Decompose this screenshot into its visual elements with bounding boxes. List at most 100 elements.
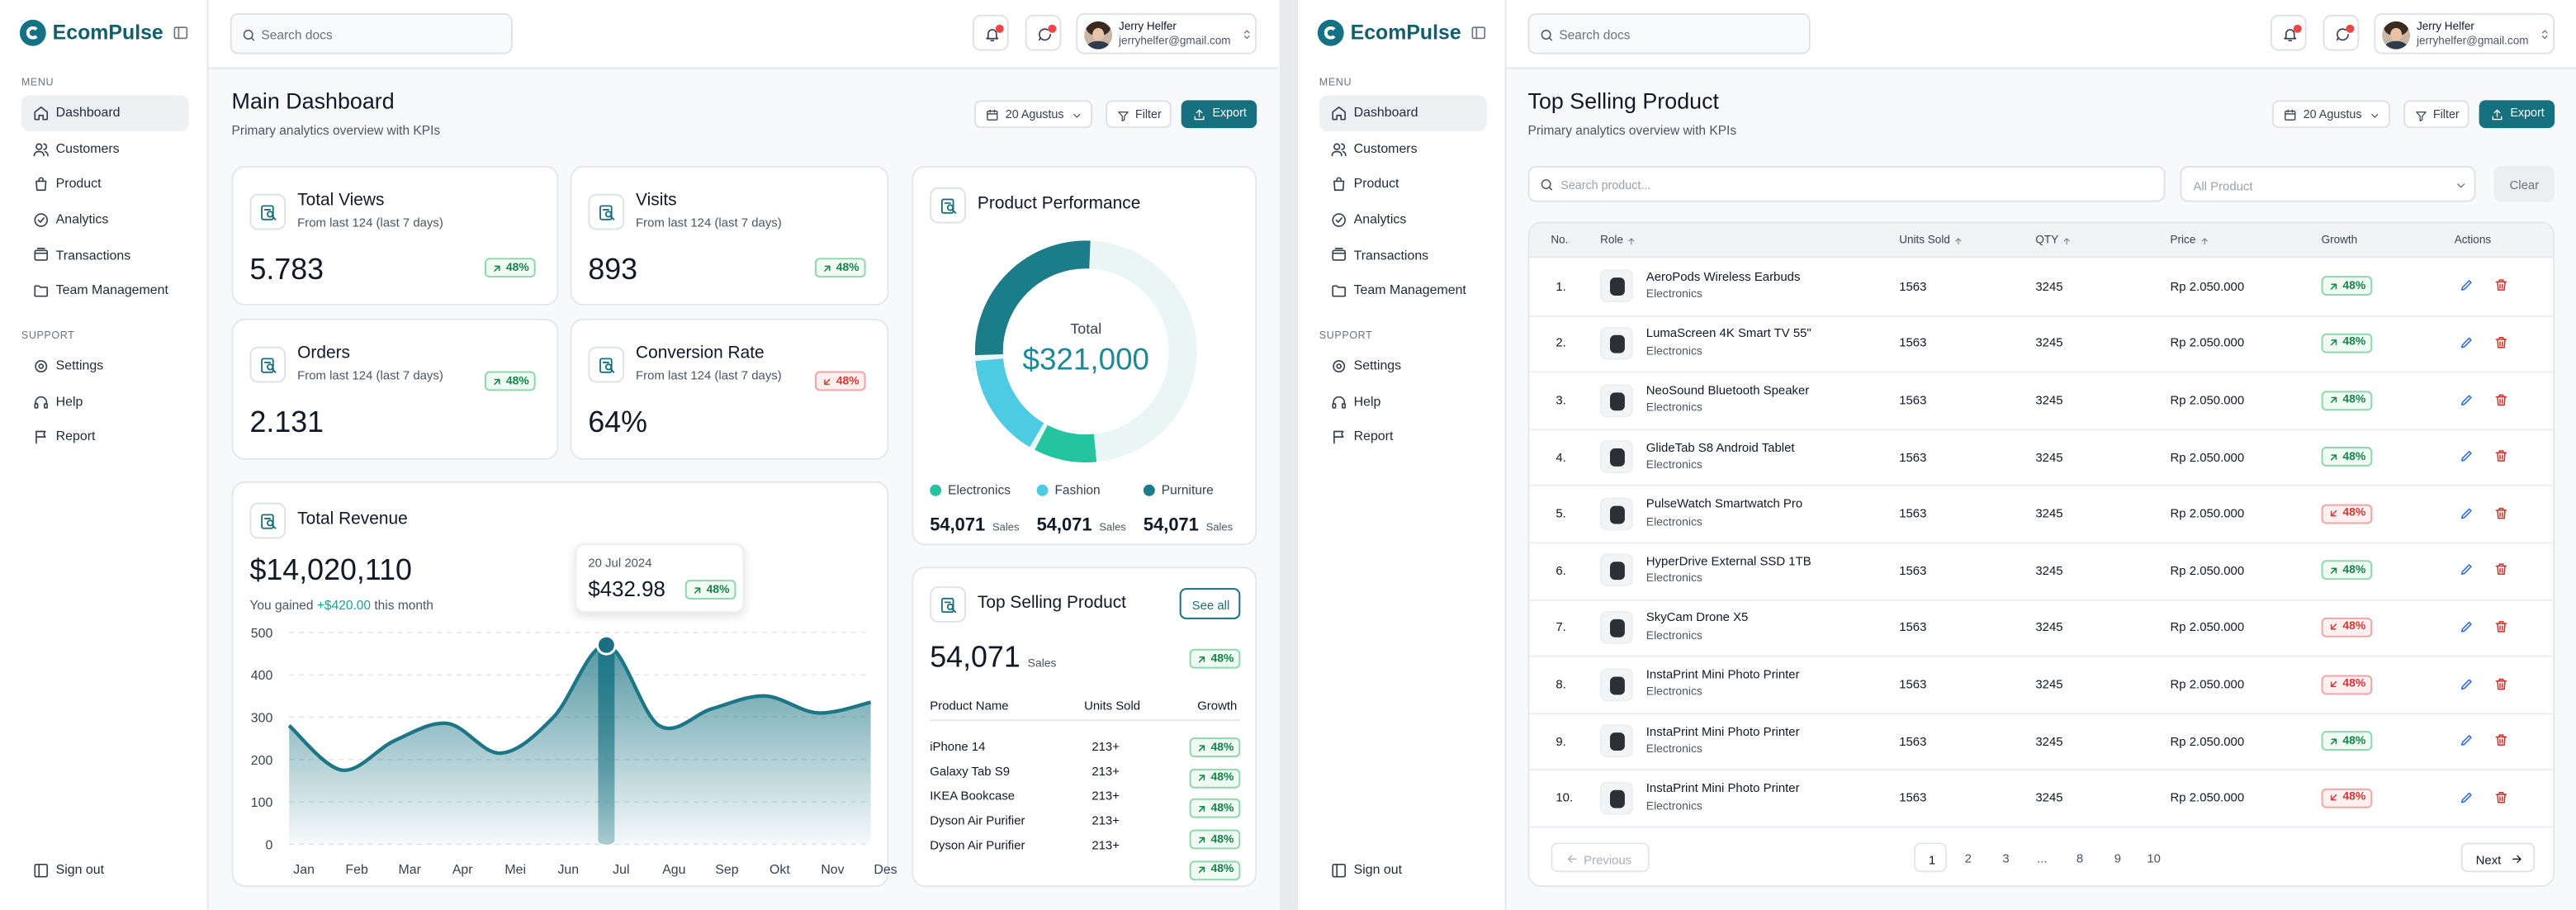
- nav-item[interactable]: Analytics: [1319, 201, 1487, 238]
- page-button[interactable]: 9: [2101, 842, 2134, 872]
- sidebar: EcomPulse MENU Dashboard Customers Product An…: [0, 0, 209, 910]
- page-button[interactable]: 2: [1952, 842, 1985, 872]
- export-button[interactable]: Export: [2479, 100, 2555, 129]
- nav-item[interactable]: Settings: [21, 348, 189, 385]
- edit-button[interactable]: [2460, 505, 2474, 520]
- page-button[interactable]: 8: [2063, 842, 2096, 872]
- sign-out-icon: [33, 862, 50, 879]
- nav-label: Report: [55, 429, 96, 444]
- nav-item[interactable]: Report: [21, 419, 189, 456]
- edit-button[interactable]: [2460, 789, 2474, 804]
- edit-button[interactable]: [2460, 335, 2474, 350]
- edit-button[interactable]: [2460, 562, 2474, 577]
- edit-button[interactable]: [2460, 676, 2474, 691]
- sort-icon[interactable]: [2062, 236, 2072, 246]
- nav-item[interactable]: Help: [1319, 384, 1487, 420]
- icon-shape: [1628, 238, 1635, 245]
- previous-button[interactable]: Previous: [1551, 842, 1650, 873]
- icon-shape: [2460, 735, 2472, 746]
- edit-button[interactable]: [2460, 391, 2474, 406]
- delete-button[interactable]: [2494, 562, 2509, 577]
- units-sold: 1563: [1899, 449, 1927, 465]
- nav-item[interactable]: Transactions: [21, 237, 189, 273]
- icon-shape: [36, 142, 43, 150]
- sort-icon[interactable]: [2200, 236, 2209, 246]
- search-docs[interactable]: Search docs: [1527, 12, 1811, 55]
- delete-button[interactable]: [2494, 505, 2509, 520]
- icon-shape: [1333, 431, 1344, 444]
- page-button[interactable]: 3: [1990, 842, 2023, 872]
- icon-shape: [267, 211, 274, 218]
- notification-button[interactable]: [2270, 14, 2307, 51]
- delete-button[interactable]: [2494, 391, 2509, 406]
- nav-item[interactable]: Analytics: [21, 201, 189, 238]
- nav-item[interactable]: Transactions: [1319, 237, 1487, 273]
- nav-icon: [33, 358, 50, 375]
- icon-shape: [1331, 142, 1347, 156]
- nav-label: Settings: [55, 358, 104, 373]
- filter-button[interactable]: Filter: [1106, 100, 1172, 129]
- see-all-button[interactable]: See all: [1179, 588, 1241, 619]
- nav-item[interactable]: Product: [1319, 166, 1487, 202]
- date-picker[interactable]: 20 Agustus: [973, 100, 1093, 129]
- user-menu[interactable]: Jerry Helfer jerryhelfer@gmail.com: [1076, 12, 1257, 55]
- nav-item[interactable]: Team Management: [21, 273, 189, 309]
- delete-button[interactable]: [2494, 448, 2509, 463]
- user-menu[interactable]: Jerry Helfer jerryhelfer@gmail.com: [2374, 12, 2555, 55]
- header-divider: [930, 719, 1241, 722]
- sign-out[interactable]: Sign out: [21, 852, 189, 889]
- nav-item[interactable]: Product: [21, 166, 189, 202]
- search-docs[interactable]: Search docs: [230, 12, 513, 55]
- delete-button[interactable]: [2494, 732, 2509, 747]
- filter-button[interactable]: Filter: [2403, 100, 2469, 129]
- sort-icon[interactable]: [1953, 236, 1963, 246]
- notification-button[interactable]: [2323, 14, 2360, 51]
- kpi-card: Visits From last 124 (last 7 days) 893 48%: [570, 165, 889, 306]
- delete-button[interactable]: [2494, 335, 2509, 350]
- notification-button[interactable]: [1025, 14, 1062, 51]
- delete-button[interactable]: [2494, 619, 2509, 634]
- nav-item[interactable]: Report: [1319, 419, 1487, 456]
- nav-item[interactable]: Customers: [1319, 130, 1487, 167]
- delete-button[interactable]: [2494, 278, 2509, 293]
- page-button[interactable]: 1: [1914, 842, 1947, 873]
- growth-badge: 48%: [2321, 504, 2373, 524]
- sort-icon[interactable]: [1627, 236, 1636, 246]
- delete-button[interactable]: [2494, 789, 2509, 804]
- nav-item[interactable]: Dashboard: [1319, 95, 1487, 132]
- nav-item[interactable]: Team Management: [1319, 273, 1487, 309]
- search-placeholder: Search docs: [1559, 27, 1631, 43]
- collapse-sidebar[interactable]: [1470, 25, 1487, 41]
- export-button[interactable]: Export: [1181, 100, 1257, 129]
- product-category: Electronics: [1646, 630, 1702, 642]
- icon-shape: [1243, 30, 1250, 40]
- clear-button[interactable]: Clear: [2493, 165, 2555, 202]
- category-select[interactable]: All Product: [2180, 165, 2476, 202]
- nav-item[interactable]: Customers: [21, 130, 189, 167]
- delete-button[interactable]: [2494, 676, 2509, 691]
- page-button[interactable]: 10: [2138, 842, 2171, 872]
- product-search[interactable]: Search product...: [1527, 165, 2166, 202]
- legend-sales-unit: Sales: [1205, 522, 1234, 534]
- edit-button[interactable]: [2460, 619, 2474, 634]
- nav-label: Help: [55, 393, 83, 409]
- brand-name: EcomPulse: [1350, 20, 1461, 44]
- edit-button[interactable]: [2460, 448, 2474, 463]
- edit-button[interactable]: [2460, 732, 2474, 747]
- sign-out[interactable]: Sign out: [1319, 852, 1487, 889]
- next-button[interactable]: Next: [2460, 842, 2536, 873]
- date-picker[interactable]: 20 Agustus: [2271, 100, 2391, 129]
- icon-shape: [1039, 28, 1051, 41]
- page-button[interactable]: ...: [2025, 842, 2058, 872]
- next-label: Next: [2475, 851, 2502, 867]
- edit-button[interactable]: [2460, 278, 2474, 293]
- nav-item[interactable]: Dashboard: [21, 95, 189, 132]
- product-image: [1600, 269, 1633, 303]
- product-name: InstaPrint Mini Photo Printer: [1646, 666, 1800, 682]
- nav-item[interactable]: Help: [21, 384, 189, 420]
- collapse-sidebar[interactable]: [173, 25, 189, 41]
- product-category: Electronics: [1646, 573, 1702, 585]
- nav-item[interactable]: Settings: [1319, 348, 1487, 385]
- notification-button[interactable]: [972, 14, 1009, 51]
- support-label: SUPPORT: [21, 330, 75, 343]
